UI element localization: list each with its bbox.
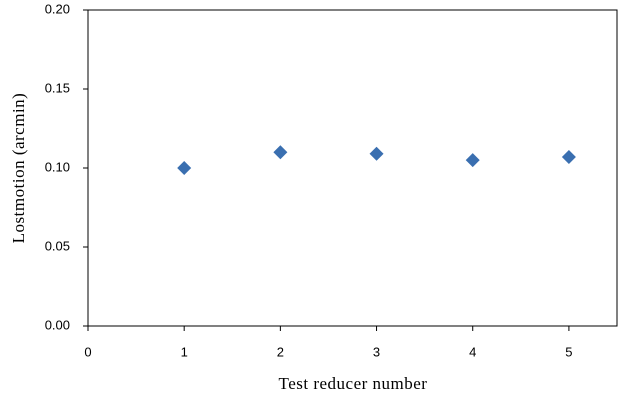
y-tick-label: 0.05 <box>45 238 70 253</box>
y-tick-label: 0.20 <box>45 1 70 16</box>
x-tick-label: 0 <box>84 344 91 359</box>
data-point <box>177 161 192 175</box>
plot-frame <box>87 9 618 327</box>
y-tick-label: 0.00 <box>45 317 70 332</box>
y-tick-label: 0.15 <box>45 80 70 95</box>
x-tick-label: 4 <box>469 344 476 359</box>
data-point <box>561 149 576 164</box>
data-point <box>273 145 288 160</box>
x-axis-title: Test reducer number <box>279 374 428 393</box>
x-tick-label: 5 <box>565 344 572 359</box>
data-point <box>465 153 480 168</box>
x-tick-label: 1 <box>181 344 188 359</box>
y-tick-label: 0.10 <box>45 159 70 174</box>
x-tick-label: 2 <box>277 344 284 359</box>
y-axis-title: Lostmotion (arcmin) <box>9 93 28 244</box>
x-tick-label: 3 <box>373 344 380 359</box>
data-point <box>369 146 384 161</box>
